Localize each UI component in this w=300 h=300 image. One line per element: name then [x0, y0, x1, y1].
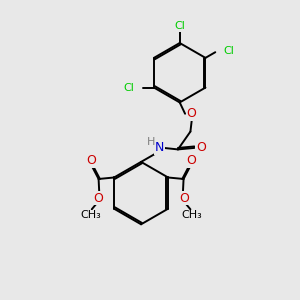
Text: H: H	[147, 137, 155, 147]
Text: Cl: Cl	[174, 21, 185, 32]
Text: O: O	[93, 191, 103, 205]
Text: O: O	[186, 154, 196, 167]
Text: Cl: Cl	[124, 82, 134, 93]
Text: CH₃: CH₃	[182, 210, 202, 220]
Text: O: O	[196, 141, 206, 154]
Text: N: N	[154, 141, 164, 154]
Text: O: O	[179, 191, 189, 205]
Text: O: O	[86, 154, 96, 167]
Text: Cl: Cl	[224, 46, 235, 56]
Text: O: O	[187, 107, 196, 120]
Text: CH₃: CH₃	[80, 210, 101, 220]
